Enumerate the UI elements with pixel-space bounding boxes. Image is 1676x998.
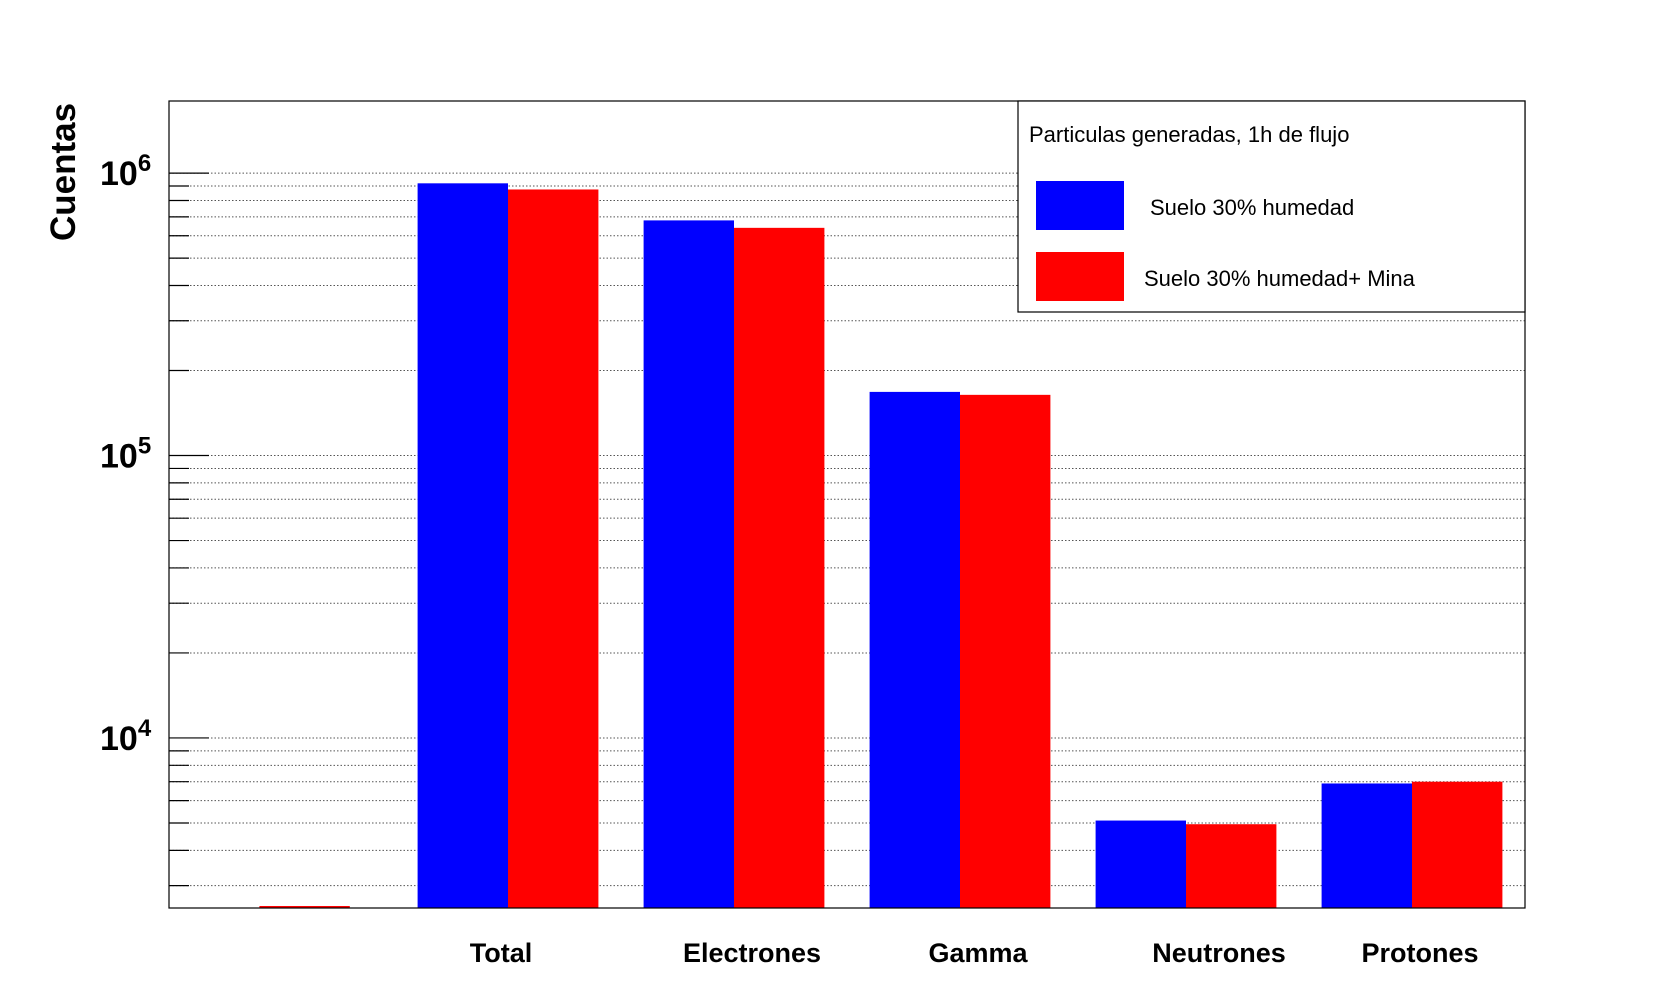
x-category-labels: Total Electrones Gamma Neutrones Protones	[470, 938, 1479, 968]
bar-electrones-series-2	[734, 227, 825, 908]
bar-total-series-2	[508, 189, 599, 908]
y-tick-label: 104	[100, 715, 152, 758]
bar-gamma-series-2	[960, 394, 1051, 908]
bar-electrones-series-1	[643, 220, 734, 908]
legend-title: Particulas generadas, 1h de flujo	[1029, 122, 1349, 147]
y-tick-label: 105	[100, 433, 151, 476]
x-label-electrones: Electrones	[683, 938, 821, 968]
bar-protones-series-2	[1412, 781, 1503, 908]
bar-neutrones-series-1	[1095, 820, 1186, 908]
legend-label-series-2: Suelo 30% humedad+ Mina	[1144, 266, 1416, 291]
bar-neutrones-series-2	[1186, 824, 1277, 908]
legend-swatch-blue	[1036, 181, 1124, 230]
bars	[259, 183, 1503, 908]
bar-protones-series-1	[1321, 783, 1412, 908]
legend: Particulas generadas, 1h de flujo Suelo …	[1017, 100, 1526, 313]
bar-gamma-series-1	[869, 391, 960, 908]
legend-label-series-1: Suelo 30% humedad	[1150, 195, 1354, 220]
y-tick-labels: 104 105 106	[100, 150, 152, 758]
x-label-gamma: Gamma	[928, 938, 1028, 968]
x-label-total: Total	[470, 938, 533, 968]
plot-frame	[168, 100, 1526, 909]
bar-total-series-1	[417, 183, 508, 908]
y-axis-title: Cuentas	[44, 103, 83, 241]
y-axis-ticks	[169, 172, 209, 887]
x-label-neutrones: Neutrones	[1152, 938, 1286, 968]
legend-swatch-red	[1036, 252, 1124, 301]
x-label-protones: Protones	[1361, 938, 1478, 968]
y-tick-label: 106	[100, 150, 151, 193]
